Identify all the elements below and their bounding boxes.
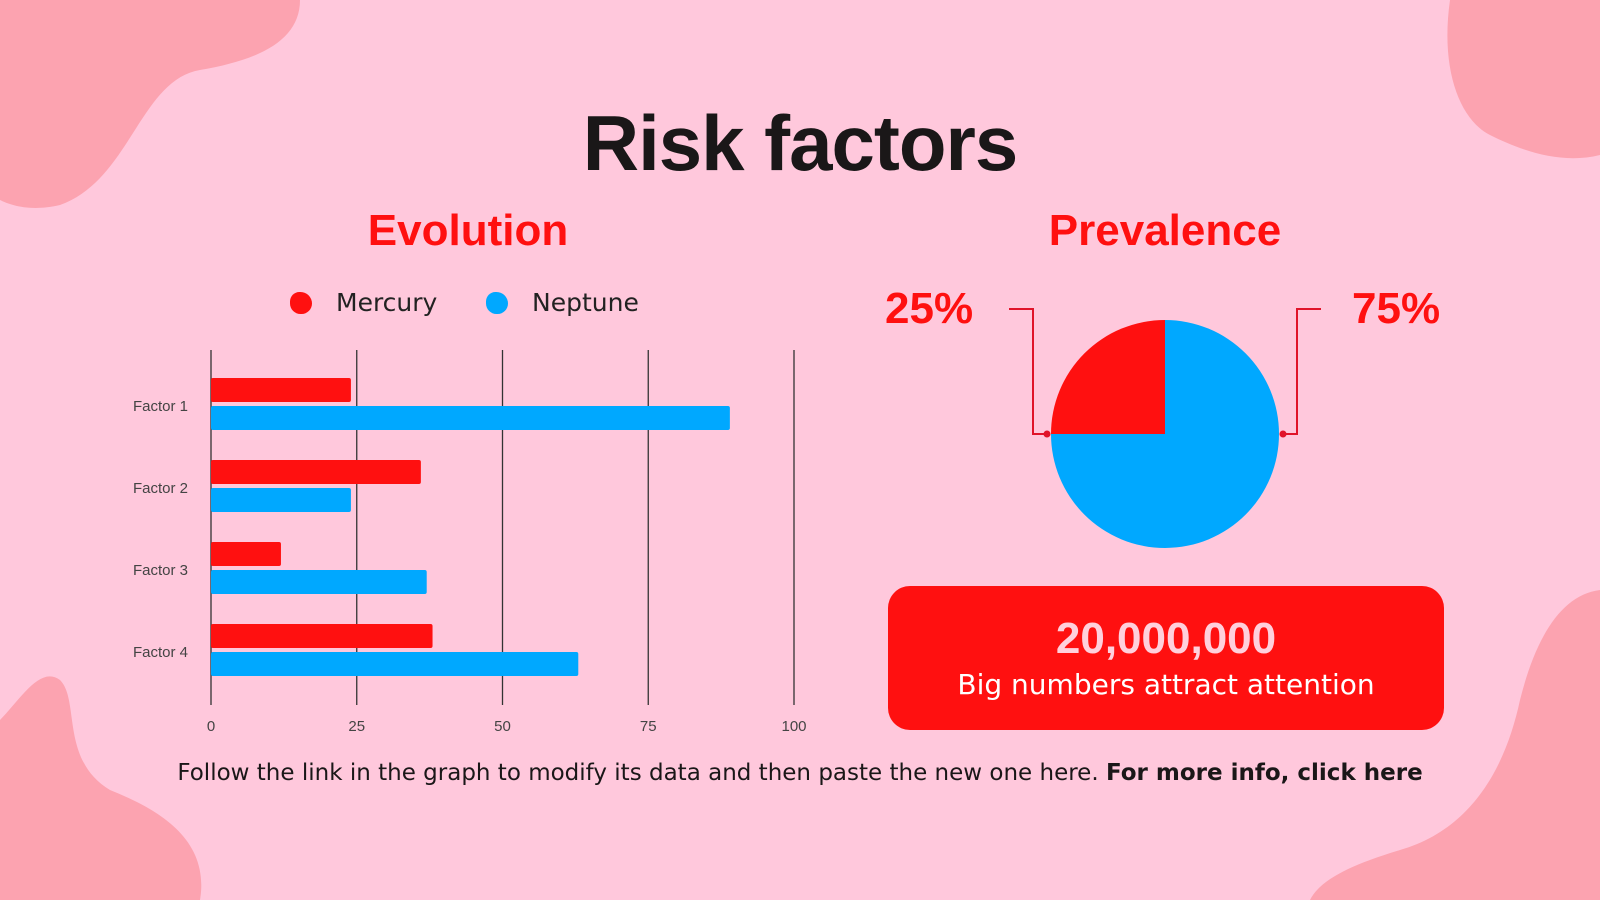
blob-bottom-right <box>1310 590 1600 900</box>
leader-dot <box>1043 430 1051 438</box>
big-number-card: 20,000,000 Big numbers attract attention <box>888 586 1444 730</box>
mercury-swatch-icon <box>290 291 312 314</box>
footer-note: Follow the link in the graph to modify i… <box>0 760 1600 786</box>
footer-text: Follow the link in the graph to modify i… <box>177 760 1106 786</box>
neptune-swatch-icon <box>486 291 508 314</box>
slide-title: Risk factors <box>582 99 1019 187</box>
leader-line-25 <box>1009 308 1047 435</box>
leader-dot <box>1279 430 1287 438</box>
bar-mercury <box>211 378 351 402</box>
bar-mercury <box>211 624 433 648</box>
blob-bottom-left <box>0 676 202 900</box>
blob-top-left <box>0 0 300 208</box>
x-tick-label: 75 <box>640 718 657 735</box>
pie-label-25: 25% <box>885 284 974 333</box>
big-number-caption: Big numbers attract attention <box>957 668 1375 701</box>
y-tick-label: Factor 3 <box>133 562 188 579</box>
bar-neptune <box>211 570 427 594</box>
bar-chart-title: Evolution <box>367 206 569 255</box>
pie-slice <box>1051 320 1279 548</box>
legend-item-mercury: Mercury <box>290 288 437 317</box>
pie-chart-title: Prevalence <box>1048 206 1282 255</box>
leader-line-75 <box>1283 308 1321 435</box>
y-tick-label: Factor 1 <box>133 398 188 415</box>
x-tick-label: 25 <box>348 718 365 735</box>
y-tick-label: Factor 4 <box>133 644 188 661</box>
blob-top-right <box>1447 0 1600 159</box>
legend-item-neptune: Neptune <box>486 288 639 317</box>
more-info-link[interactable]: For more info, click here <box>1105 760 1423 786</box>
bar-mercury <box>211 542 281 566</box>
x-tick-label: 0 <box>207 718 215 735</box>
bar-mercury <box>211 460 421 484</box>
y-tick-label: Factor 2 <box>133 480 188 497</box>
x-tick-label: 50 <box>494 718 511 735</box>
legend-label: Neptune <box>532 288 639 317</box>
bar-neptune <box>211 406 730 430</box>
pie-label-75: 75% <box>1352 284 1441 333</box>
x-tick-label: 100 <box>781 718 806 735</box>
bar-neptune <box>211 488 351 512</box>
bar-neptune <box>211 652 579 676</box>
pie-slice <box>1051 320 1165 434</box>
legend-label: Mercury <box>336 288 438 317</box>
big-number: 20,000,000 <box>1055 614 1277 663</box>
